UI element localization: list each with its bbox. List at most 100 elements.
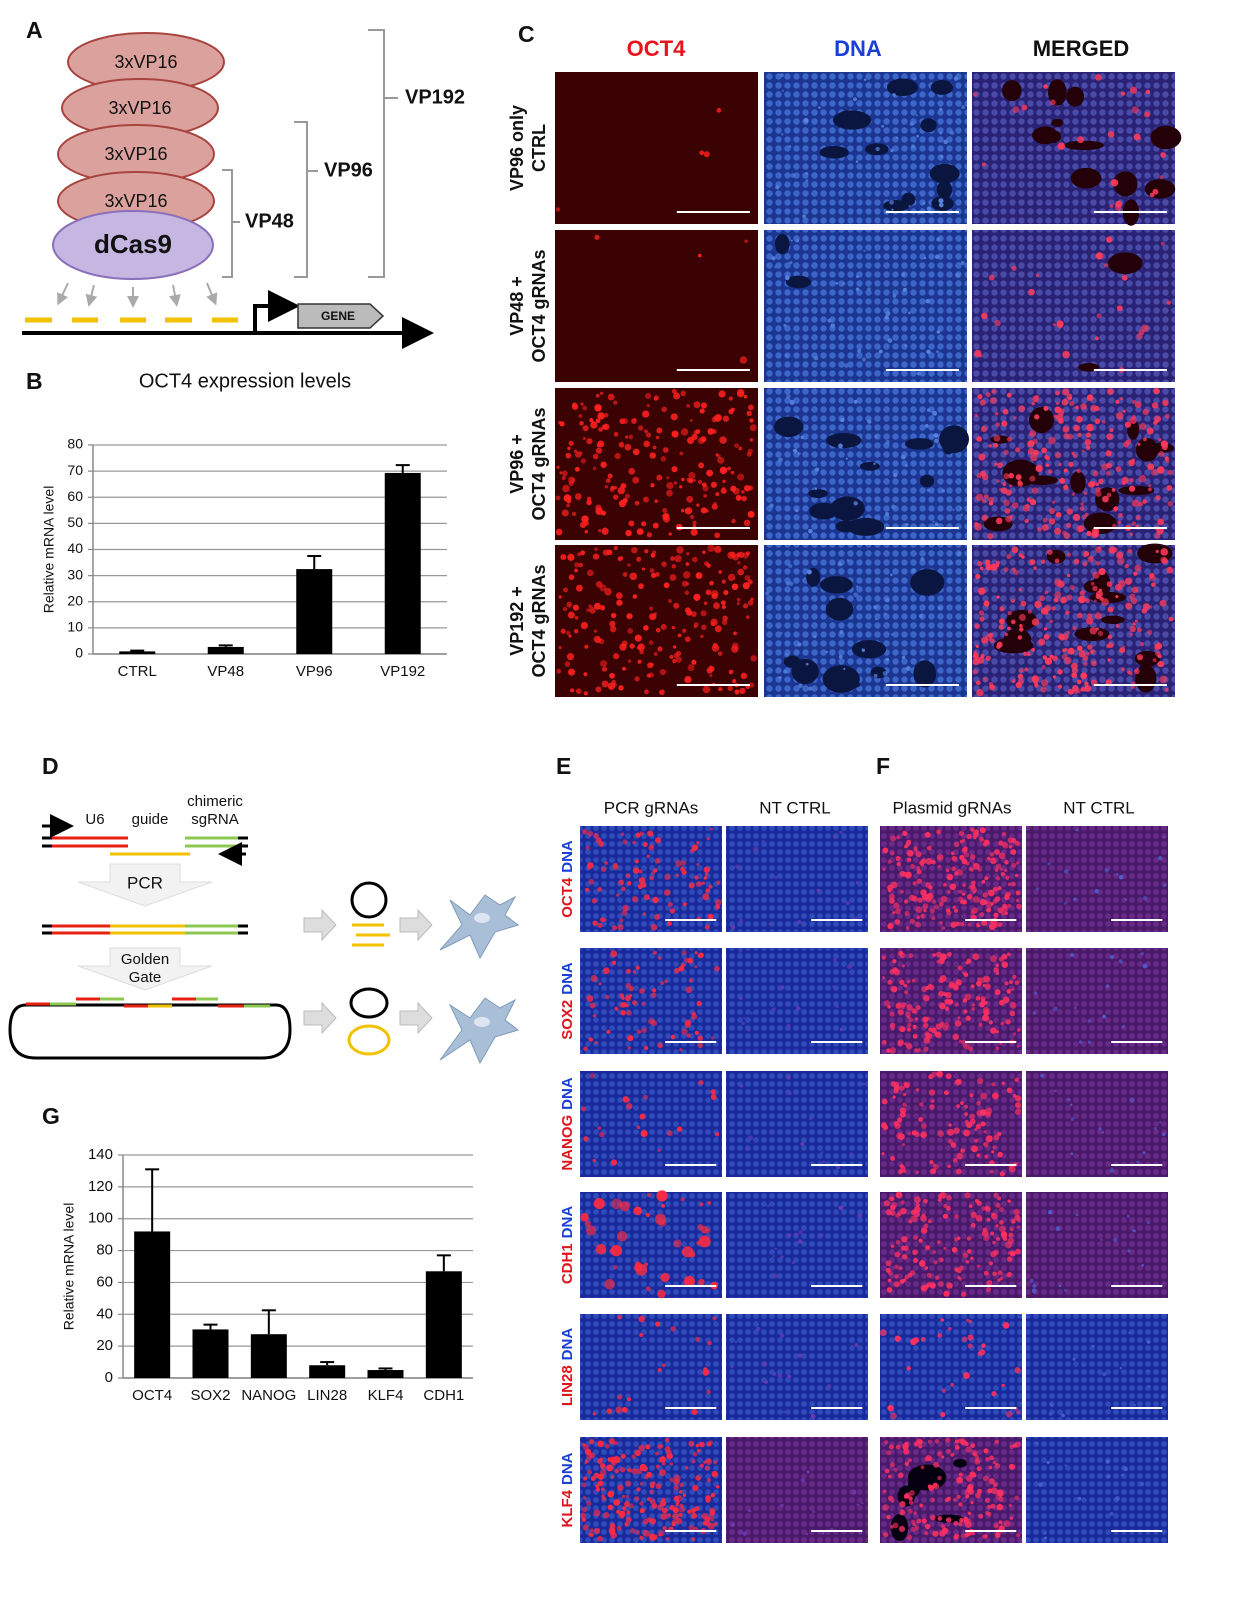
cell-signal <box>1064 647 1068 652</box>
cell-signal <box>627 1035 634 1042</box>
cell-signal <box>717 651 723 656</box>
cell-signal <box>700 610 707 617</box>
cell-signal <box>982 1475 989 1482</box>
cell-signal <box>713 1521 718 1527</box>
cell-signal <box>587 1469 592 1475</box>
cell-signal <box>951 851 955 856</box>
cell-signal <box>615 592 623 599</box>
cell-signal <box>657 1042 663 1049</box>
cell-signal <box>1054 558 1060 564</box>
cell-signal <box>915 921 922 928</box>
cell-signal <box>625 968 631 974</box>
cell-signal <box>607 1490 615 1498</box>
cell-signal <box>1007 1199 1011 1203</box>
cell-signal <box>1080 403 1087 410</box>
cell-signal <box>916 878 923 884</box>
cell-signal <box>659 668 667 676</box>
cell-signal <box>1033 991 1038 995</box>
cell-signal <box>890 835 897 842</box>
micrograph-bg <box>726 826 868 932</box>
cell-signal <box>692 478 696 482</box>
cell-signal <box>660 456 667 462</box>
cell-signal <box>681 1028 688 1035</box>
cell-signal <box>1119 1366 1122 1370</box>
cell-signal <box>920 1214 927 1222</box>
cell-signal <box>597 440 605 448</box>
cell-signal <box>1089 627 1097 635</box>
cell-signal <box>661 561 667 567</box>
cell-signal <box>919 1260 926 1267</box>
cell-signal <box>570 477 575 483</box>
cell-signal <box>597 887 603 892</box>
cell-signal <box>946 873 954 881</box>
cell-signal <box>1091 1344 1095 1348</box>
cell-signal <box>947 951 952 957</box>
cell-signal <box>785 354 789 358</box>
y-tick-label: 30 <box>67 566 83 582</box>
cell-signal <box>1000 1231 1008 1238</box>
cell-signal <box>1043 627 1048 631</box>
cell-signal <box>687 677 691 681</box>
cell-signal <box>998 840 1004 846</box>
cell-signal <box>1106 492 1112 498</box>
cell-signal <box>631 1468 638 1475</box>
cell-signal <box>964 1533 969 1538</box>
cell-signal <box>985 563 993 571</box>
cell-signal <box>1107 606 1114 613</box>
cell-signal <box>614 1468 619 1474</box>
cell-signal <box>614 452 621 460</box>
cell-signal <box>734 689 740 695</box>
cell-signal <box>847 964 853 970</box>
cell-signal <box>932 953 937 957</box>
cell-signal <box>629 643 635 649</box>
micrograph-bg <box>726 1314 868 1420</box>
cell-signal <box>670 1034 676 1040</box>
cell-signal <box>969 1471 976 1478</box>
cell-signal <box>995 517 1003 525</box>
cell-signal <box>838 443 843 449</box>
cell-signal <box>1011 1219 1016 1224</box>
cell-signal <box>593 602 602 610</box>
cell-signal <box>1055 452 1062 459</box>
cell-signal <box>952 905 956 910</box>
cell-signal <box>1155 1457 1159 1461</box>
cell-signal <box>721 619 728 626</box>
cell-signal <box>975 493 984 502</box>
cell-signal <box>1094 336 1099 341</box>
cell-signal <box>696 1000 702 1007</box>
cell-signal <box>568 634 572 638</box>
cell-signal <box>931 916 936 921</box>
cell-signal <box>982 1227 987 1232</box>
cell-signal <box>1076 468 1081 474</box>
cell-signal <box>613 431 619 437</box>
cell-signal <box>1009 1444 1015 1450</box>
cell-signal <box>710 1089 716 1095</box>
micrograph-gap <box>919 474 935 488</box>
cell-signal <box>687 1509 692 1514</box>
cell-signal <box>624 493 631 499</box>
cell-signal <box>926 408 931 412</box>
cell-signal <box>613 494 619 500</box>
cell-signal <box>961 892 966 896</box>
micrograph-gap <box>1113 171 1138 197</box>
cell-signal <box>980 1092 988 1100</box>
cell-signal <box>946 1205 951 1211</box>
cell-signal <box>994 989 1001 996</box>
cell-signal <box>977 560 983 567</box>
cell-signal <box>1160 152 1166 158</box>
cell-signal <box>618 685 624 691</box>
cell-signal <box>648 1018 655 1025</box>
cell-signal <box>939 1002 946 1010</box>
micrograph-gap <box>1135 438 1159 462</box>
cell-signal <box>1032 438 1038 445</box>
cell-signal <box>993 1522 999 1529</box>
cell-signal <box>894 1335 901 1342</box>
cell-signal <box>964 1119 969 1124</box>
cell-signal <box>939 107 943 111</box>
cell-signal <box>702 1369 709 1376</box>
micrograph-gap <box>826 432 862 449</box>
cell-signal <box>1032 1284 1037 1288</box>
cell-signal <box>679 1047 683 1052</box>
cell-signal <box>753 846 759 852</box>
cell-signal <box>977 977 981 981</box>
